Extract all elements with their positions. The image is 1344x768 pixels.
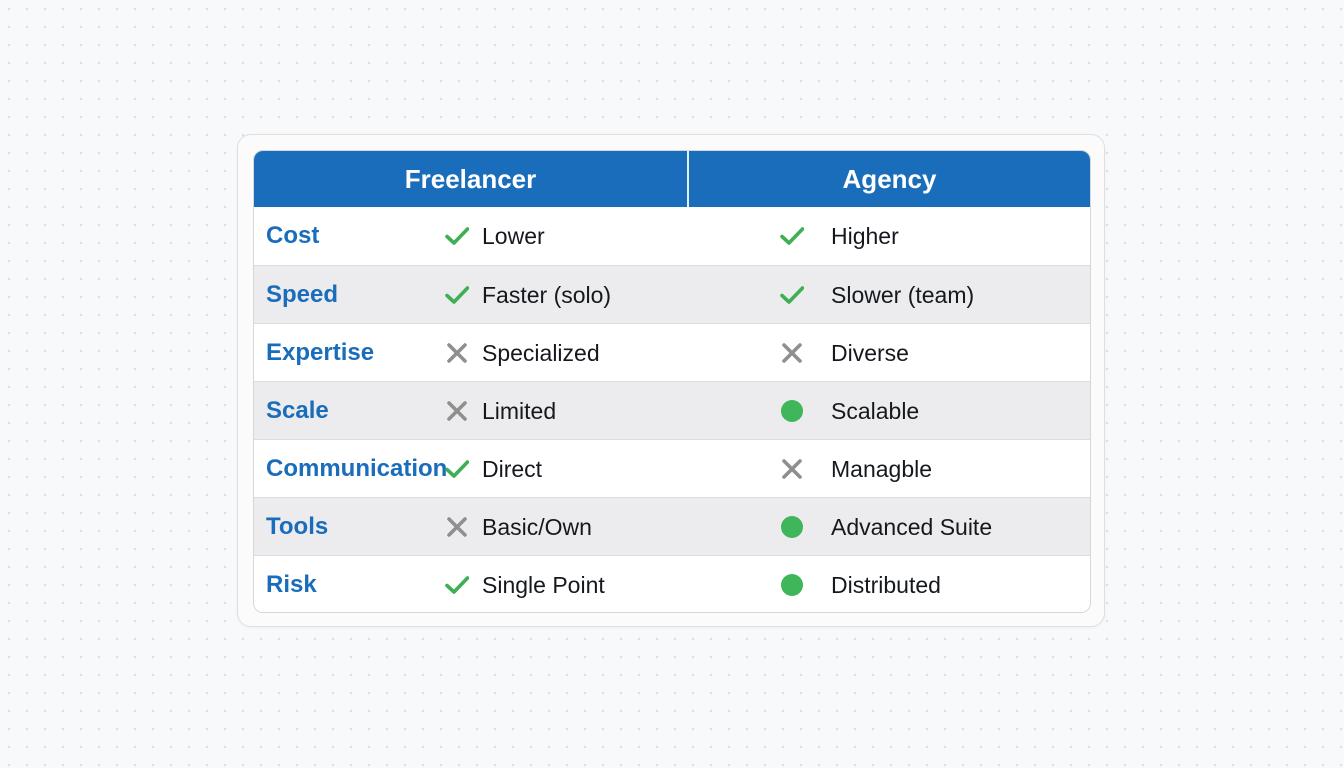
check-icon — [445, 457, 470, 481]
table-row: Speed Faster (solo) Slower (team) — [254, 265, 1090, 323]
agency-value: Diverse — [831, 340, 909, 366]
freelancer-value: Limited — [482, 398, 557, 424]
table-row: Tools Basic/Own Advanced Suite — [254, 497, 1090, 555]
check-icon — [445, 283, 470, 307]
row-label: Risk — [266, 571, 317, 598]
row-label: Speed — [266, 281, 339, 308]
table-row: Scale Limited Scalable — [254, 381, 1090, 439]
agency-value: Distributed — [831, 572, 941, 598]
row-label: Scale — [266, 397, 329, 424]
agency-value: Higher — [831, 223, 899, 249]
cross-icon — [780, 457, 804, 481]
agency-value: Slower (team) — [831, 282, 975, 308]
row-label: Tools — [266, 513, 329, 540]
circle-icon — [780, 573, 804, 597]
freelancer-value: Single Point — [482, 572, 605, 598]
row-label: Communication — [266, 455, 448, 482]
check-icon — [445, 573, 470, 597]
table-body: Cost Lower Higher Speed Faster (solo) Slo… — [254, 207, 1090, 612]
cross-icon — [780, 341, 804, 365]
freelancer-value: Specialized — [482, 340, 600, 366]
freelancer-value: Faster (solo) — [482, 282, 612, 308]
table-row: Cost Lower Higher — [254, 207, 1090, 265]
check-icon — [780, 224, 805, 248]
agency-value: Scalable — [831, 398, 920, 424]
cross-icon — [445, 515, 469, 539]
table-row: Risk Single Point Distributed — [254, 555, 1090, 612]
freelancer-value: Basic/Own — [482, 514, 592, 540]
cross-icon — [445, 399, 469, 423]
circle-icon — [780, 399, 804, 423]
comparison-card: Freelancer Agency Cost Lower Higher Speed… — [237, 134, 1105, 627]
check-icon — [445, 224, 470, 248]
circle-icon — [780, 515, 804, 539]
freelancer-value: Direct — [482, 456, 543, 482]
freelancer-value: Lower — [482, 223, 545, 249]
agency-value: Managble — [831, 456, 933, 482]
table-header: Freelancer Agency — [254, 151, 1090, 207]
row-label: Expertise — [266, 339, 375, 366]
header-freelancer: Freelancer — [254, 151, 689, 207]
agency-value: Advanced Suite — [831, 514, 993, 540]
row-label: Cost — [266, 222, 320, 249]
cross-icon — [445, 341, 469, 365]
comparison-table: Freelancer Agency Cost Lower Higher Speed… — [253, 150, 1091, 613]
check-icon — [780, 283, 805, 307]
header-agency: Agency — [842, 163, 937, 194]
table-row: Expertise Specialized Diverse — [254, 323, 1090, 381]
table-row: Communication Direct Managble — [254, 439, 1090, 497]
